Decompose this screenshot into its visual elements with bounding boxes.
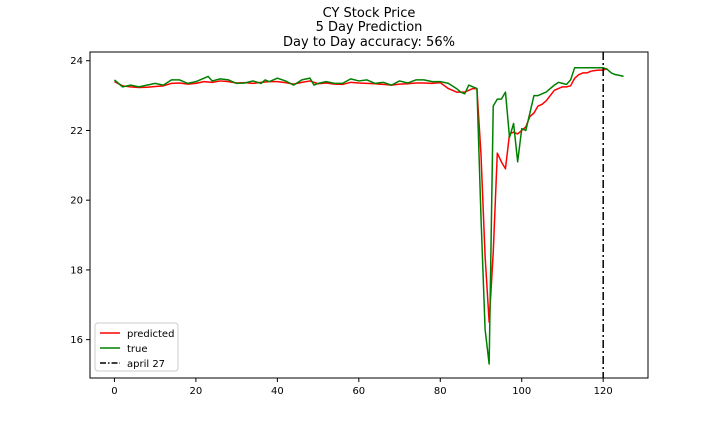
x-tick-label: 0 — [111, 386, 117, 397]
y-tick-label: 16 — [70, 335, 83, 346]
x-tick-label: 100 — [512, 386, 531, 397]
legend-label-predicted: predicted — [127, 329, 174, 340]
y-tick-label: 20 — [70, 196, 83, 207]
axes: 0 20 40 60 80 100 120 16 18 20 22 24 — [70, 51, 649, 397]
x-tick-label: 120 — [594, 386, 613, 397]
x-tick-label: 80 — [434, 386, 447, 397]
chart-subtitle: 5 Day Prediction — [316, 20, 423, 35]
x-tick-label: 60 — [352, 386, 365, 397]
x-tick-label: 20 — [190, 386, 203, 397]
x-tick-label: 40 — [271, 386, 284, 397]
legend-label-april-27: april 27 — [127, 359, 165, 370]
y-tick-label: 18 — [70, 265, 83, 276]
series-line-true — [113, 66, 624, 365]
chart-title: CY Stock Price — [323, 6, 416, 21]
legend: predicted true april 27 — [94, 322, 179, 372]
legend-frame — [94, 322, 179, 372]
y-tick-label: 22 — [70, 126, 83, 137]
plot-area — [113, 52, 624, 378]
chart-accuracy-annotation: Day to Day accuracy: 56% — [283, 35, 455, 50]
series-line-predicted — [114, 67, 608, 323]
axes-frame — [89, 51, 649, 379]
legend-label-true: true — [127, 344, 148, 355]
y-tick-label: 24 — [70, 56, 83, 67]
